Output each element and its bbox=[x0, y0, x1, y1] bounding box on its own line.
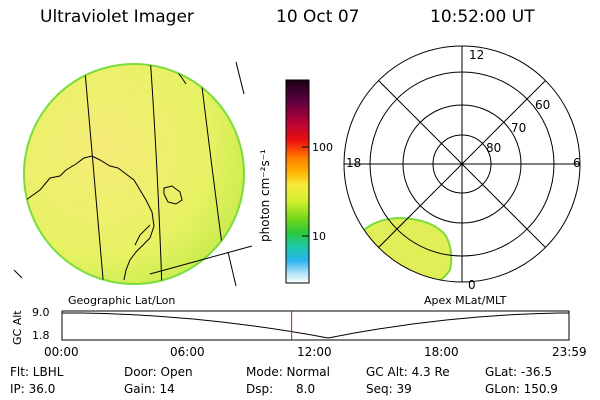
info-glat: GLat: -36.5 bbox=[485, 365, 552, 379]
coastline bbox=[163, 185, 183, 205]
mlt-label-6: 6 bbox=[573, 156, 581, 170]
info-seq: Seq: 39 bbox=[366, 382, 412, 396]
latitude-label-80: 80 bbox=[486, 141, 502, 155]
info-ip: IP: 36.0 bbox=[10, 382, 56, 396]
coastline bbox=[134, 224, 151, 246]
earth-disk-image bbox=[13, 61, 253, 287]
info-filter: Flt: LBHL bbox=[10, 365, 64, 379]
colorbar-tick-label: 100 bbox=[312, 141, 333, 154]
orbit-timeline bbox=[61, 310, 570, 341]
colorbar-tick-label: 10 bbox=[312, 230, 326, 243]
timeline-x-tick: 00:00 bbox=[44, 345, 79, 359]
observation-time: 10:52:00 UT bbox=[430, 7, 535, 27]
latitude-label-70: 70 bbox=[511, 121, 527, 135]
info-dsp: Dsp: 8.0 bbox=[246, 382, 316, 396]
timeline-x-tick: 18:00 bbox=[424, 345, 459, 359]
longitude-line bbox=[13, 269, 23, 279]
latitude-line bbox=[149, 245, 253, 275]
latitude-label-60: 60 bbox=[535, 98, 551, 112]
timeline-y-label: GC Alt bbox=[11, 310, 24, 345]
mlt-label-12: 12 bbox=[469, 48, 485, 62]
longitude-line bbox=[83, 64, 105, 284]
apex-caption: Apex MLat/MLT bbox=[424, 294, 507, 307]
longitude-line bbox=[149, 64, 163, 284]
mlt-spoke bbox=[378, 80, 546, 248]
mlt-label-0: 0 bbox=[468, 278, 476, 292]
geographic-caption: Geographic Lat/Lon bbox=[68, 294, 176, 307]
auroral-patch bbox=[363, 216, 453, 282]
timeline-x-tick: 12:00 bbox=[297, 345, 332, 359]
altitude-trace bbox=[62, 312, 569, 339]
longitude-line bbox=[235, 61, 245, 95]
info-gain: Gain: 14 bbox=[124, 382, 175, 396]
info-mode: Mode: Normal bbox=[246, 365, 330, 379]
longitude-line bbox=[227, 251, 237, 287]
coastline bbox=[25, 155, 155, 281]
timeline-y-tick: 9.0 bbox=[32, 306, 50, 319]
info-door: Door: Open bbox=[124, 365, 193, 379]
timeline-x-tick: 23:59 bbox=[552, 345, 587, 359]
timeline-x-tick: 06:00 bbox=[170, 345, 205, 359]
colorbar bbox=[285, 79, 310, 284]
instrument-title: Ultraviolet Imager bbox=[40, 7, 194, 27]
timeline-y-tick: 1.8 bbox=[32, 329, 50, 342]
observation-date: 10 Oct 07 bbox=[276, 7, 360, 27]
polar-plot bbox=[343, 45, 581, 283]
info-gc-alt: GC Alt: 4.3 Re bbox=[366, 365, 450, 379]
info-glon: GLon: 150.9 bbox=[485, 382, 558, 396]
colorbar-unit-label: photon cm⁻²s⁻¹ bbox=[258, 149, 272, 242]
mlt-label-18: 18 bbox=[346, 156, 362, 170]
